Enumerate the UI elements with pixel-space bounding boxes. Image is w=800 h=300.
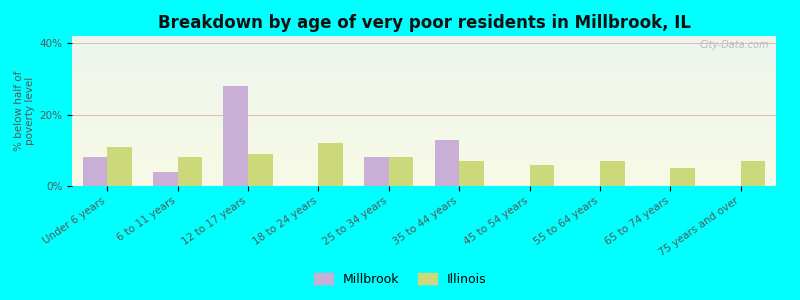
Bar	[364, 158, 389, 186]
Y-axis label: % below half of
poverty level: % below half of poverty level	[14, 71, 35, 151]
Bar	[107, 147, 132, 186]
Bar	[459, 161, 484, 186]
Bar	[178, 158, 202, 186]
Bar	[153, 172, 178, 186]
Title: Breakdown by age of very poor residents in Millbrook, IL: Breakdown by age of very poor residents …	[158, 14, 690, 32]
Bar	[434, 140, 459, 186]
Text: City-Data.com: City-Data.com	[699, 40, 769, 50]
Bar	[389, 158, 414, 186]
Bar	[223, 86, 248, 186]
Bar	[600, 161, 625, 186]
Bar	[82, 158, 107, 186]
Bar	[248, 154, 273, 186]
Bar	[741, 161, 766, 186]
Bar	[318, 143, 343, 186]
Bar	[670, 168, 695, 186]
Legend: Millbrook, Illinois: Millbrook, Illinois	[309, 268, 491, 291]
Bar	[530, 165, 554, 186]
